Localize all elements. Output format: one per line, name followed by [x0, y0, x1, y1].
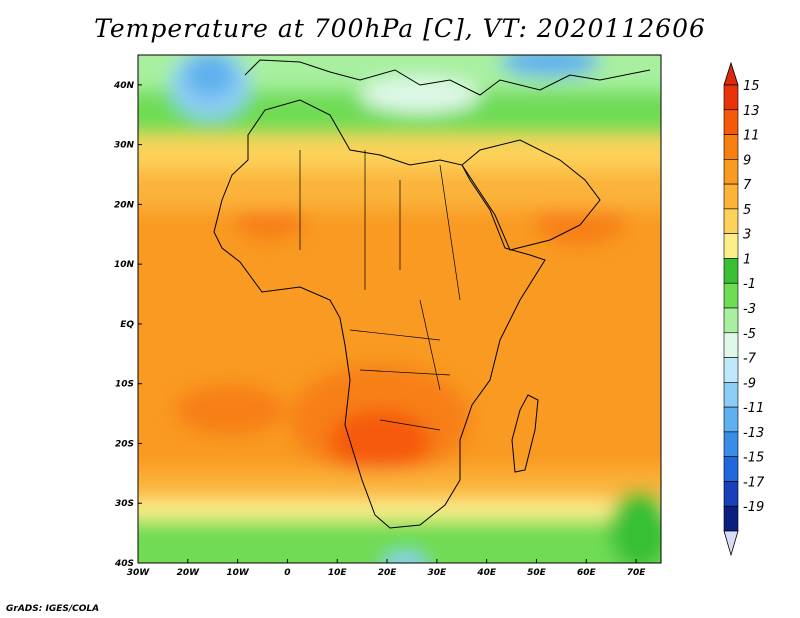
colorbar-label: -15	[743, 451, 764, 466]
x-tick-label: 0	[284, 568, 290, 578]
colorbar-swatch	[723, 183, 739, 210]
colorbar-swatch	[723, 258, 739, 284]
y-tick-label: 30N	[114, 141, 135, 151]
colorbar: 15 13 11 9 7 5 3 1 -1 -3 -5 -7 -9 -11 -13 -15 -17 -19	[723, 61, 765, 557]
y-tick-label: 40S	[114, 559, 134, 569]
colorbar-label: -7	[743, 352, 757, 367]
y-tick-label: 40N	[113, 81, 135, 91]
europe-coastline	[244, 59, 651, 96]
colorbar-swatch	[723, 307, 739, 334]
y-tick-label: 10N	[114, 260, 135, 270]
colorbar-swatch	[723, 159, 739, 185]
colorbar-swatch	[723, 332, 739, 358]
colorbar-label: -19	[743, 500, 764, 515]
y-tick-label: 20S	[115, 439, 134, 449]
x-tick-label: 40E	[476, 568, 497, 578]
colorbar-swatch	[723, 109, 739, 135]
colorbar-label: 3	[743, 228, 751, 243]
colorbar-swatch	[723, 406, 739, 433]
colorbar-swatch	[723, 134, 739, 160]
x-tick-label: 70E	[627, 568, 647, 578]
x-tick-label: 20E	[378, 568, 398, 578]
x-axis-ticks: 30W 20W 10W 0 10E 20E 30E 40E 50E 60E 70E	[127, 559, 647, 578]
y-tick-label: 10S	[115, 380, 134, 390]
colorbar-label: 5	[743, 203, 751, 218]
madagascar-coastline	[511, 394, 539, 473]
y-tick-label: EQ	[120, 320, 134, 330]
field-colder-atlantic	[185, 55, 235, 97]
colorbar-under-triangle	[723, 530, 739, 557]
colorbar-label: -3	[743, 302, 756, 317]
colorbar-swatch	[723, 84, 739, 111]
colorbar-label: 7	[743, 178, 752, 193]
coastlines	[213, 59, 651, 529]
field-cool-med	[360, 77, 480, 113]
x-tick-label: 30W	[127, 568, 151, 578]
internal-borders	[299, 150, 461, 431]
colorbar-label: 13	[743, 104, 760, 119]
colorbar-swatch	[723, 456, 739, 482]
colorbar-label: -5	[743, 327, 756, 342]
colorbar-label: -11	[743, 401, 764, 416]
x-tick-label: 50E	[527, 568, 547, 578]
colorbar-label: 15	[743, 79, 760, 94]
grads-credit: GrADS: IGES/COLA	[6, 604, 100, 614]
temperature-field	[138, 55, 661, 563]
y-tick-label: 30S	[115, 499, 134, 509]
colorbar-swatch	[723, 208, 739, 234]
colorbar-label: -1	[743, 277, 756, 292]
colorbar-swatch	[723, 233, 739, 259]
colorbar-over-triangle	[723, 61, 739, 86]
colorbar-label: -17	[743, 475, 765, 490]
colorbar-label: 11	[743, 129, 760, 144]
africa-coastline	[213, 99, 546, 529]
y-axis-ticks: 40N 30N 20N 10N EQ 10S 20S 30S 40S	[113, 81, 142, 569]
field-hot-core	[330, 410, 430, 470]
x-tick-label: 30E	[428, 568, 448, 578]
colorbar-swatch	[723, 282, 739, 309]
colorbar-label: -9	[743, 376, 756, 391]
colorbar-swatch	[723, 382, 739, 408]
colorbar-swatch	[723, 481, 739, 507]
field-southeast-green	[610, 490, 661, 563]
chart-title: Temperature at 700hPa [C], VT: 202011260…	[94, 14, 706, 43]
colorbar-swatch	[723, 357, 739, 383]
map-frame	[137, 54, 662, 564]
y-tick-label: 20N	[114, 200, 135, 210]
x-tick-label: 10W	[226, 568, 250, 578]
colorbar-label: 9	[743, 153, 751, 168]
x-tick-label: 20W	[177, 568, 201, 578]
colorbar-swatch	[723, 505, 739, 532]
x-tick-label: 60E	[577, 568, 597, 578]
field-warm-atlantic	[175, 385, 285, 435]
x-tick-label: 10E	[328, 568, 348, 578]
field-south-blue	[383, 553, 427, 563]
field-south-green	[138, 520, 661, 563]
colorbar-label: 1	[743, 252, 751, 267]
colorbar-swatch	[723, 431, 739, 457]
colorbar-label: -13	[743, 426, 764, 441]
field-cold-east	[500, 55, 600, 77]
arabia-coastline	[461, 139, 601, 251]
